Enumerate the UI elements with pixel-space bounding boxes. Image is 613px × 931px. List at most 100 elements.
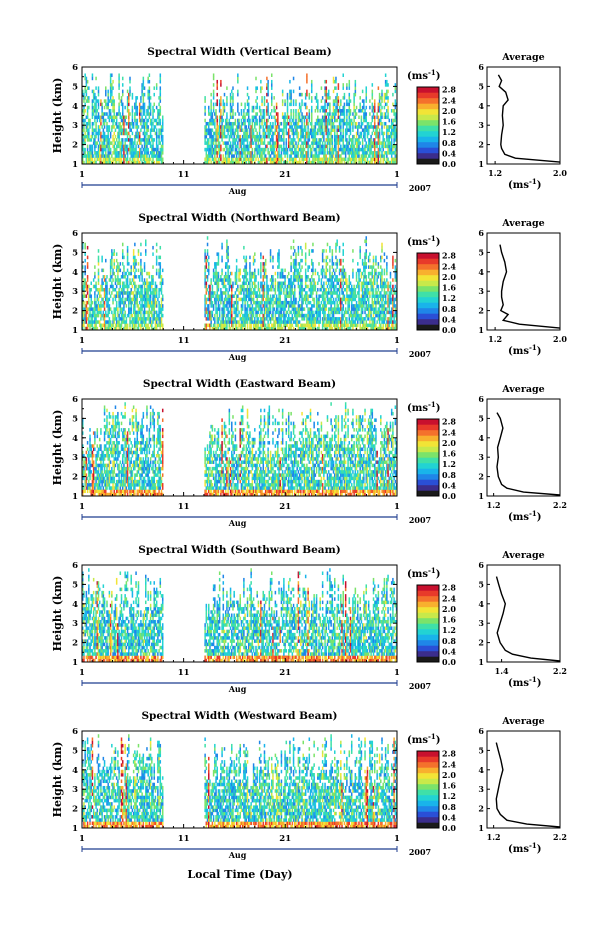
heatmap-cell xyxy=(94,326,96,331)
heatmap-cell xyxy=(358,144,360,149)
heatmap-cell xyxy=(134,281,136,286)
heatmap-cell xyxy=(101,134,103,139)
heatmap-cell xyxy=(340,147,342,152)
heatmap-cell xyxy=(115,291,118,295)
heatmap-cell xyxy=(204,310,206,315)
heatmap-cell xyxy=(108,118,111,123)
heatmap-cell xyxy=(331,128,334,132)
heatmap-cell xyxy=(107,326,109,331)
heatmap-cell xyxy=(238,157,240,162)
heatmap-cell xyxy=(257,141,260,145)
heatmap-cell xyxy=(232,304,234,308)
heatmap-cell xyxy=(266,92,268,97)
heatmap-cell xyxy=(330,154,332,158)
heatmap-cell xyxy=(388,160,391,165)
heatmap-cell xyxy=(254,268,256,273)
heatmap-cell xyxy=(263,157,266,162)
heatmap-cell xyxy=(214,300,216,305)
heatmap-cell xyxy=(159,245,162,250)
heatmap-cell xyxy=(241,151,244,155)
heatmap-cell xyxy=(346,115,348,120)
heatmap-cell xyxy=(274,118,277,123)
heatmap-cell xyxy=(109,115,112,120)
heatmap-cell xyxy=(154,323,157,328)
heatmap-cell xyxy=(220,134,222,139)
heatmap-cell xyxy=(262,294,265,298)
heatmap-cell xyxy=(365,96,368,100)
heatmap-cell xyxy=(211,134,214,139)
heatmap-cell xyxy=(283,138,285,142)
heatmap-cell xyxy=(221,125,223,129)
heatmap-cell xyxy=(157,144,159,149)
heatmap-cell xyxy=(386,144,388,149)
heatmap-cell xyxy=(97,105,100,110)
colorbar-swatch xyxy=(417,87,439,93)
heatmap-cell xyxy=(117,262,119,266)
heatmap-cell xyxy=(268,125,271,129)
heatmap-cell xyxy=(128,138,130,142)
heatmap-cell xyxy=(307,115,309,120)
heatmap-cell xyxy=(85,320,88,324)
heatmap-cell xyxy=(376,115,378,120)
heatmap-cell xyxy=(147,109,149,113)
heatmap-cell xyxy=(232,141,234,145)
heatmap-cell xyxy=(221,128,223,132)
heatmap-cell xyxy=(100,157,102,162)
heatmap-cell xyxy=(260,79,262,84)
heatmap-cell xyxy=(295,115,297,120)
heatmap-cell xyxy=(86,86,89,90)
heatmap-cell xyxy=(136,310,139,315)
heatmap-cell xyxy=(392,147,394,152)
heatmap-cell xyxy=(151,138,153,142)
heatmap-cell xyxy=(389,160,392,165)
heatmap-cell xyxy=(137,249,140,253)
heatmap-cell xyxy=(96,313,99,318)
heatmap-cell xyxy=(313,157,315,162)
heatmap-cell xyxy=(151,154,153,158)
heatmap-cell xyxy=(86,151,89,155)
heatmap-cell xyxy=(84,73,86,77)
heatmap-cell xyxy=(342,151,344,155)
heatmap-cell xyxy=(85,79,88,84)
heatmap-cell xyxy=(210,297,212,302)
heatmap-cell xyxy=(101,102,103,107)
heatmap-cell xyxy=(218,102,221,107)
heatmap-cell xyxy=(89,313,91,318)
heatmap-cell xyxy=(373,151,376,155)
heatmap-cell xyxy=(83,92,85,97)
heatmap-cell xyxy=(384,79,387,84)
heatmap-cell xyxy=(233,320,235,324)
heatmap-cell xyxy=(241,160,244,165)
heatmap-cell xyxy=(263,154,266,158)
heatmap-cell xyxy=(392,125,394,129)
heatmap-cell xyxy=(209,154,211,158)
heatmap-cell xyxy=(355,151,358,155)
heatmap-cell xyxy=(271,134,273,139)
heatmap-cell xyxy=(267,151,269,155)
heatmap-cell xyxy=(205,121,208,126)
heatmap-cell xyxy=(111,160,113,165)
heatmap-cell xyxy=(302,147,305,152)
heatmap-cell xyxy=(287,131,290,136)
heatmap-cell xyxy=(138,160,141,165)
heatmap-cell xyxy=(152,144,154,149)
heatmap-cell xyxy=(390,128,393,132)
heatmap-cell xyxy=(102,134,105,139)
heatmap-cell xyxy=(378,102,381,107)
heatmap-cell xyxy=(137,157,140,162)
heatmap-cell xyxy=(221,268,223,273)
heatmap-cell xyxy=(237,294,239,298)
heatmap-cell xyxy=(235,287,238,292)
heatmap-cell xyxy=(369,144,371,149)
heatmap-cell xyxy=(359,125,361,129)
heatmap-cell xyxy=(124,147,126,152)
heatmap-cell xyxy=(251,131,254,136)
heatmap-cell xyxy=(209,294,211,298)
heatmap-cell xyxy=(140,307,142,311)
heatmap-cell xyxy=(234,320,237,324)
heatmap-cell xyxy=(262,147,265,152)
heatmap-cell xyxy=(103,144,106,149)
heatmap-cell xyxy=(251,125,254,129)
heatmap-cell xyxy=(229,304,232,308)
heatmap-cell xyxy=(109,278,112,282)
